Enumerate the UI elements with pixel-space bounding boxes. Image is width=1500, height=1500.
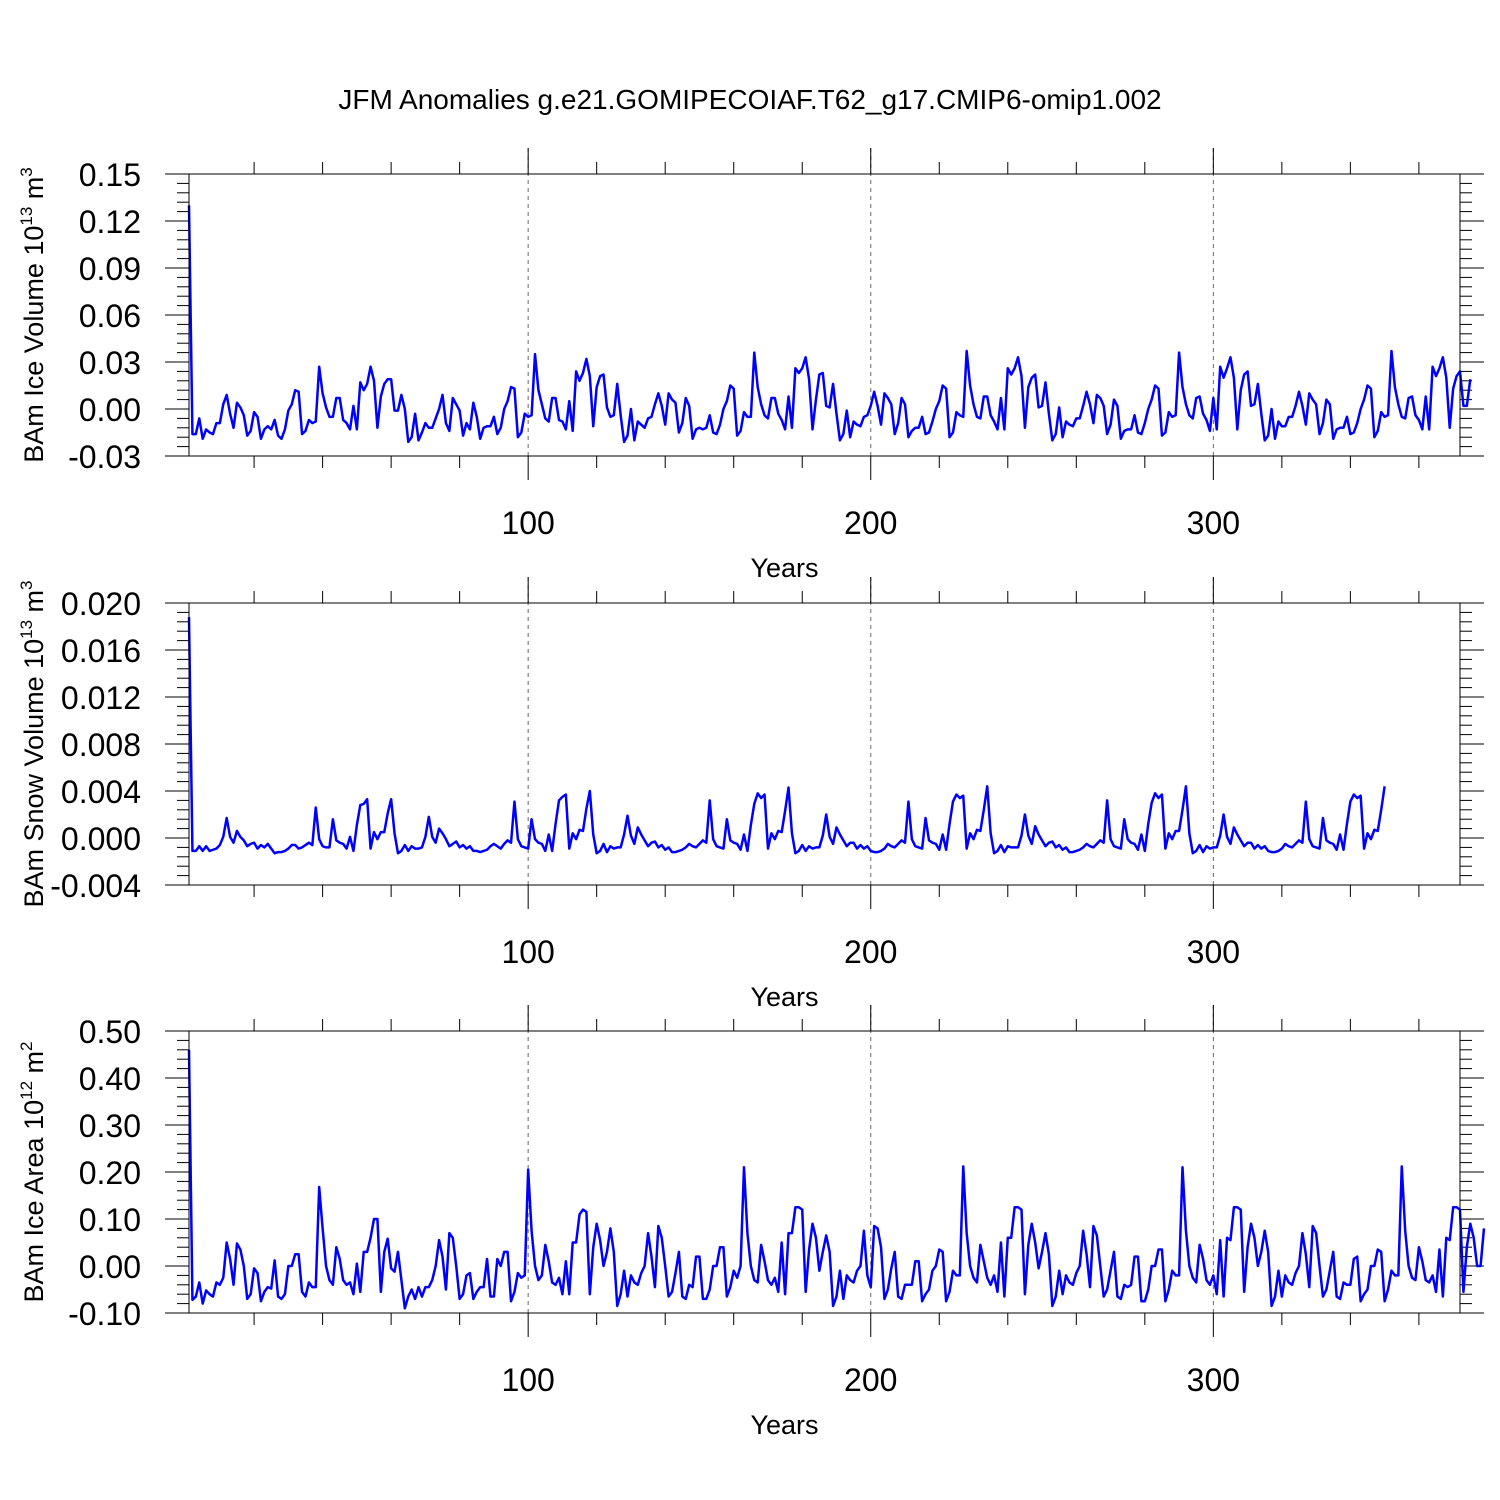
y-axis-label-exponent: 13 — [17, 620, 36, 639]
y-axis-label-exponent: 13 — [17, 207, 36, 226]
y-tick-label: 0.30 — [79, 1108, 141, 1144]
y-axis-label: BAm Snow Volume 1013 m3 — [17, 580, 49, 907]
panel-3: 100 200 300 -0.10 0.00 0.10 0.20 0.30 0.40 0.50 Ye… — [17, 1005, 1486, 1440]
plot-frame — [188, 173, 1461, 457]
plot-frame — [188, 602, 1461, 886]
y-tick-label: 0.12 — [79, 204, 141, 240]
y-axis-label-unit-exponent: 3 — [17, 580, 36, 589]
y-axis-label-main: BAm Ice Area 10 — [19, 1100, 49, 1303]
x-axis-label: Years — [750, 1410, 818, 1440]
x-tick-label: 200 — [844, 934, 897, 970]
y-axis-label-unit: m — [19, 590, 49, 620]
figure-title: JFM Anomalies g.e21.GOMIPECOIAF.T62_g17.… — [338, 84, 1162, 115]
y-tick-label: 0.06 — [79, 298, 141, 334]
series-line — [187, 617, 1386, 855]
series-line — [187, 1049, 1486, 1310]
y-tick-label: 0.008 — [61, 727, 141, 763]
y-tick-label: -0.004 — [50, 868, 141, 904]
y-tick-label: 0.15 — [79, 157, 141, 193]
x-tick-label: 200 — [844, 505, 897, 541]
y-tick-label: 0.00 — [79, 1249, 141, 1285]
y-tick-label: 0.000 — [61, 821, 141, 857]
x-tick-label: 100 — [501, 505, 554, 541]
y-axis-label-main: BAm Ice Volume 10 — [19, 226, 49, 463]
y-axis-label: BAm Ice Volume 1013 m3 — [17, 167, 49, 463]
y-axis-label: BAm Ice Area 1012 m2 — [17, 1042, 49, 1303]
y-tick-label: 0.00 — [79, 392, 141, 428]
y-tick-label: -0.10 — [68, 1296, 141, 1332]
y-tick-label: 0.012 — [61, 680, 141, 716]
y-tick-label: 0.40 — [79, 1061, 141, 1097]
x-axis-label: Years — [750, 553, 818, 583]
panel-1: 100 200 300 -0.03 0.00 0.03 0.06 0.09 0.12 0.15 Ye… — [17, 148, 1484, 583]
y-tick-label: 0.020 — [61, 586, 141, 622]
series-line — [187, 205, 1472, 444]
y-axis-label-exponent: 12 — [17, 1081, 36, 1100]
y-axis-label-unit-exponent: 2 — [17, 1042, 36, 1051]
y-tick-label: -0.03 — [68, 439, 141, 475]
x-tick-label: 300 — [1187, 1362, 1240, 1398]
y-tick-label: 0.20 — [79, 1155, 141, 1191]
panel-2: 100 200 300 -0.004 0.000 0.004 0.008 0.012 0.016… — [17, 577, 1484, 1012]
x-tick-label: 200 — [844, 1362, 897, 1398]
x-tick-label: 300 — [1187, 934, 1240, 970]
y-axis-label-unit: m — [19, 177, 49, 207]
y-tick-label: 0.50 — [79, 1014, 141, 1050]
x-tick-label: 100 — [501, 934, 554, 970]
x-axis-label: Years — [750, 982, 818, 1012]
y-tick-label: 0.016 — [61, 633, 141, 669]
y-tick-label: 0.10 — [79, 1202, 141, 1238]
y-axis-label-unit-exponent: 3 — [17, 167, 36, 176]
x-tick-label: 100 — [501, 1362, 554, 1398]
y-tick-label: 0.03 — [79, 345, 141, 381]
y-tick-label: 0.004 — [61, 774, 141, 810]
y-axis-label-main: BAm Snow Volume 10 — [19, 639, 49, 908]
y-tick-label: 0.09 — [79, 251, 141, 287]
x-tick-label: 300 — [1187, 505, 1240, 541]
y-axis-label-unit: m — [19, 1051, 49, 1081]
plot-frame — [188, 1030, 1461, 1314]
